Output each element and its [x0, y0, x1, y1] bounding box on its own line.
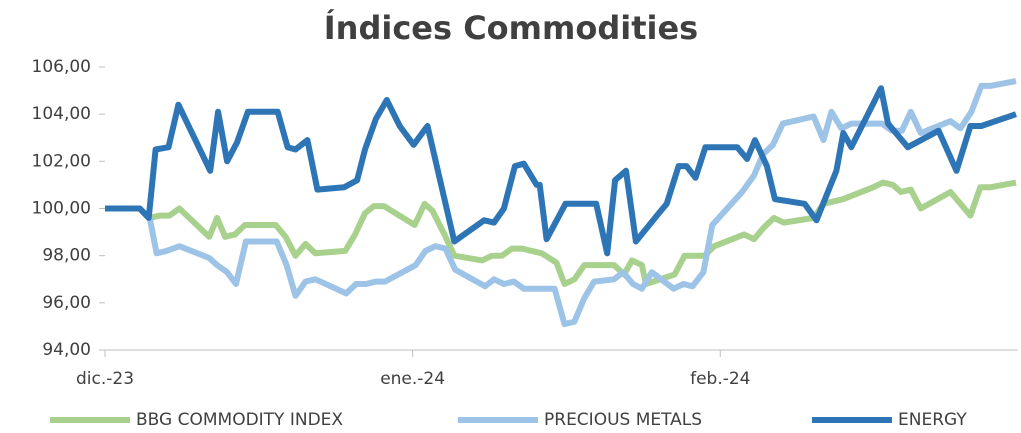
y-tick-label: 94,00	[42, 340, 91, 360]
series-line	[105, 179, 1017, 287]
x-tick-label: feb.-24	[690, 369, 750, 389]
y-tick-label: 98,00	[42, 246, 91, 266]
series-line	[105, 85, 1017, 257]
legend-label: ENERGY	[898, 410, 967, 430]
y-tick-label: 102,00	[32, 151, 91, 171]
y-tick-label: 96,00	[42, 293, 91, 313]
y-tick-label: 106,00	[32, 57, 91, 77]
series-line	[105, 78, 1017, 328]
legend-label: BBG COMMODITY INDEX	[136, 410, 343, 430]
x-tick-label: dic.-23	[76, 369, 134, 389]
x-tick-label: ene.-24	[380, 369, 445, 389]
chart-title: Índices Commodities	[324, 9, 698, 47]
y-tick-label: 100,00	[32, 199, 91, 219]
y-tick-label: 104,00	[32, 104, 91, 124]
legend-label: PRECIOUS METALS	[544, 410, 702, 430]
